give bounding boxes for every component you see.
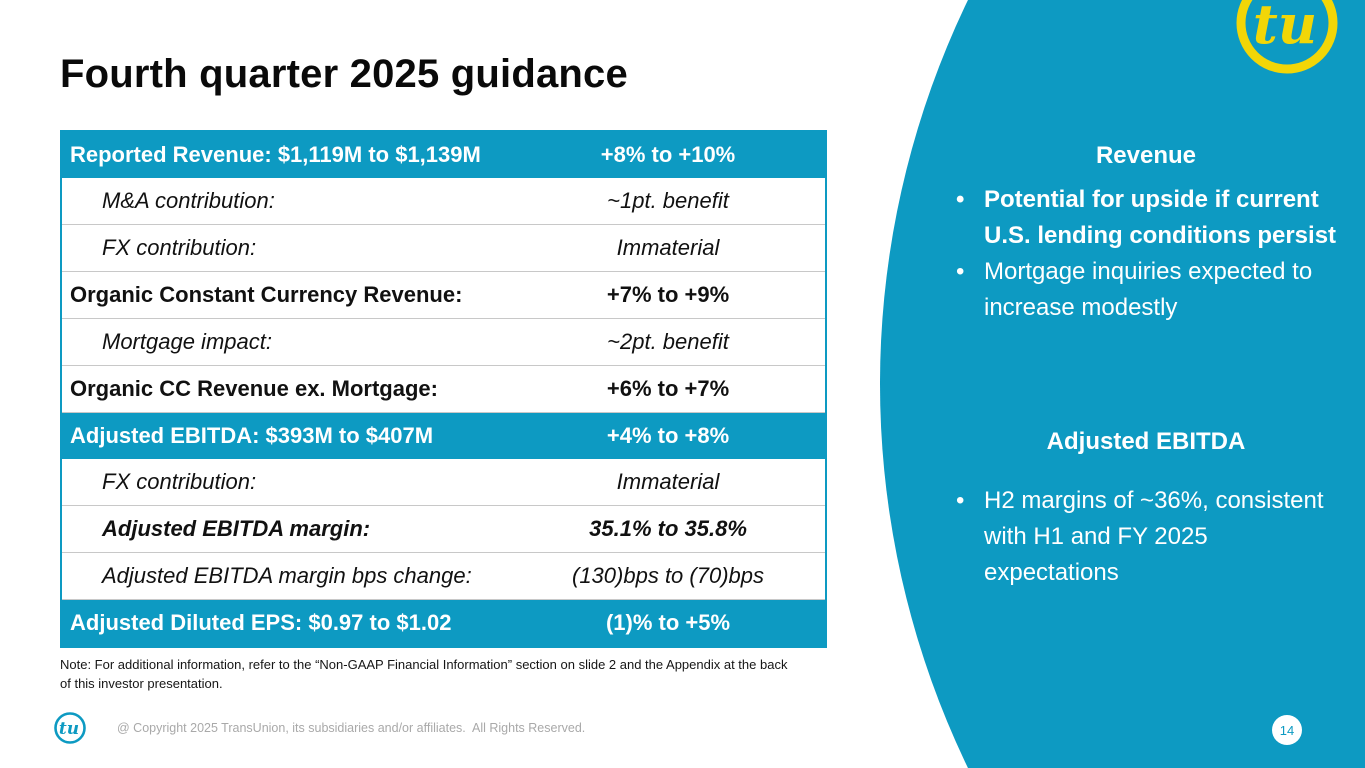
svg-text:tu: tu bbox=[1253, 0, 1317, 56]
panel-heading: Revenue bbox=[1095, 142, 1197, 169]
row-value: +6% to +7% bbox=[606, 376, 730, 401]
copyright-text: @ Copyright 2025 TransUnion, its subsidi… bbox=[117, 721, 586, 735]
teal-background-circle bbox=[880, 0, 1365, 768]
panel-bullet-list: H2 margins of ~36%, consistent with H1 a… bbox=[948, 483, 1344, 591]
row-label: Mortgage impact: bbox=[102, 329, 272, 354]
table-row: Adjusted EBITDA: $393M to $407M +4% to +8… bbox=[62, 412, 825, 459]
row-label: FX contribution: bbox=[102, 235, 257, 260]
row-label: Adjusted EBITDA: $393M to $407M bbox=[70, 423, 434, 448]
table-row: M&A contribution: ~1pt. benefit bbox=[62, 178, 825, 224]
row-label: Adjusted Diluted EPS: $0.97 to $1.02 bbox=[70, 610, 452, 635]
row-label: Reported Revenue: $1,119M to $1,139M bbox=[70, 142, 481, 167]
row-value: 35.1% to 35.8% bbox=[589, 516, 747, 541]
panel-heading: Adjusted EBITDA bbox=[1046, 428, 1246, 455]
table-row: Organic CC Revenue ex. Mortgage: +6% to +… bbox=[62, 365, 825, 412]
table-row: FX contribution: Immaterial bbox=[62, 224, 825, 271]
row-value: Immaterial bbox=[616, 235, 720, 260]
row-value: ~2pt. benefit bbox=[607, 329, 729, 354]
svg-text:tu: tu bbox=[59, 719, 79, 739]
row-label: Organic CC Revenue ex. Mortgage: bbox=[70, 376, 438, 401]
row-label: FX contribution: bbox=[102, 469, 257, 494]
guidance-table: Reported Revenue: $1,119M to $1,139M +8% … bbox=[60, 130, 827, 648]
panel-bullet: Potential for upside if current U.S. len… bbox=[948, 182, 1344, 254]
page-number-badge: 14 bbox=[1272, 715, 1302, 745]
panel-section-adjusted-ebitda: Adjusted EBITDA H2 margins of ~36%, consi… bbox=[948, 424, 1344, 591]
row-value: (130)bps to (70)bps bbox=[572, 563, 764, 588]
transunion-logo-icon: tu bbox=[1236, 0, 1338, 74]
panel-bullet: Mortgage inquiries expected to increase … bbox=[948, 254, 1344, 326]
row-value: +7% to +9% bbox=[606, 282, 730, 307]
table-row: FX contribution: Immaterial bbox=[62, 459, 825, 505]
row-label: Adjusted EBITDA margin bps change: bbox=[102, 563, 472, 588]
row-value: +8% to +10% bbox=[600, 142, 736, 167]
table-row: Mortgage impact: ~2pt. benefit bbox=[62, 318, 825, 365]
panel-bullet-list: Potential for upside if current U.S. len… bbox=[948, 182, 1344, 326]
row-value: Immaterial bbox=[616, 469, 720, 494]
panel-section-revenue: Revenue Potential for upside if current U… bbox=[948, 138, 1344, 326]
table-row: Adjusted EBITDA margin: 35.1% to 35.8% bbox=[62, 505, 825, 552]
page-number: 14 bbox=[1279, 722, 1295, 738]
table-row: Adjusted EBITDA margin bps change: (130)b… bbox=[62, 552, 825, 599]
row-value: +4% to +8% bbox=[606, 423, 730, 448]
table-row: Reported Revenue: $1,119M to $1,139M +8% … bbox=[62, 132, 825, 178]
table-row: Organic Constant Currency Revenue: +7% to… bbox=[62, 271, 825, 318]
panel-bullet: H2 margins of ~36%, consistent with H1 a… bbox=[948, 483, 1344, 591]
table-row: Adjusted Diluted EPS: $0.97 to $1.02 (1)%… bbox=[62, 599, 825, 646]
footnote: Note: For additional information, refer … bbox=[60, 657, 788, 691]
row-value: (1)% to +5% bbox=[605, 610, 731, 635]
row-label: M&A contribution: bbox=[102, 188, 275, 213]
page-title: Fourth quarter 2025 guidance bbox=[60, 52, 628, 96]
row-label: Adjusted EBITDA margin: bbox=[102, 516, 371, 541]
transunion-footer-logo-icon: tu bbox=[54, 712, 86, 744]
row-label: Organic Constant Currency Revenue: bbox=[70, 282, 463, 307]
row-value: ~1pt. benefit bbox=[607, 188, 729, 213]
